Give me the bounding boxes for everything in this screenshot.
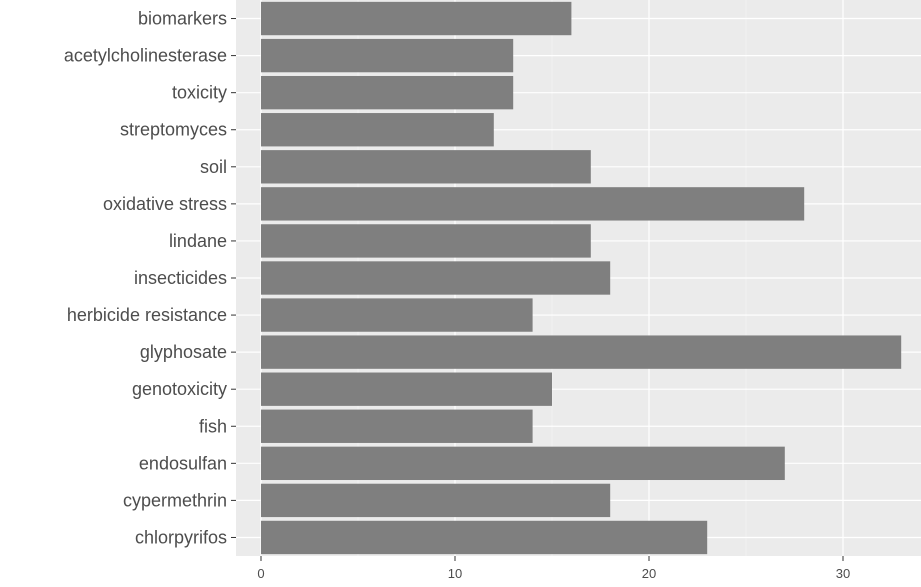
bar-endosulfan	[261, 446, 785, 481]
bar-herbicide-resistance	[261, 298, 533, 332]
y-tick-label: biomarkers	[138, 9, 227, 29]
y-tick-label: acetylcholinesterase	[64, 46, 227, 66]
bar-acetylcholinesterase	[261, 38, 514, 73]
bar-biomarkers	[261, 1, 572, 36]
x-axis: 0 10 20 30	[257, 556, 850, 581]
y-tick-label: chlorpyrifos	[135, 527, 227, 547]
bars	[261, 1, 902, 555]
y-tick-label: lindane	[169, 231, 227, 251]
bar-soil	[261, 150, 591, 184]
y-tick-label: cypermethrin	[123, 490, 227, 510]
y-tick-label: streptomyces	[120, 120, 227, 140]
y-axis: biomarkers acetylcholinesterase toxicity st…	[64, 9, 236, 547]
x-tick-label: 20	[642, 566, 656, 581]
bar-cypermethrin	[261, 483, 611, 518]
x-tick-label: 30	[836, 566, 850, 581]
bar-oxidative-stress	[261, 187, 805, 221]
y-tick-label: insecticides	[134, 268, 227, 288]
y-tick-label: herbicide resistance	[67, 305, 227, 325]
bar-genotoxicity	[261, 372, 552, 406]
bar-toxicity	[261, 75, 514, 110]
y-tick-label: genotoxicity	[132, 379, 227, 399]
bar-insecticides	[261, 261, 611, 295]
bar-lindane	[261, 224, 591, 258]
y-tick-label: soil	[200, 157, 227, 177]
y-tick-label: toxicity	[172, 83, 227, 103]
x-tick-label: 0	[257, 566, 264, 581]
x-tick-label: 10	[448, 566, 462, 581]
y-tick-label: endosulfan	[139, 453, 227, 473]
y-tick-label: oxidative stress	[103, 194, 227, 214]
bar-chlorpyrifos	[261, 520, 708, 555]
y-tick-label: fish	[199, 416, 227, 436]
bar-fish	[261, 409, 533, 443]
bar-streptomyces	[261, 113, 494, 147]
y-tick-label: glyphosate	[140, 342, 227, 362]
bar-glyphosate	[261, 335, 902, 369]
